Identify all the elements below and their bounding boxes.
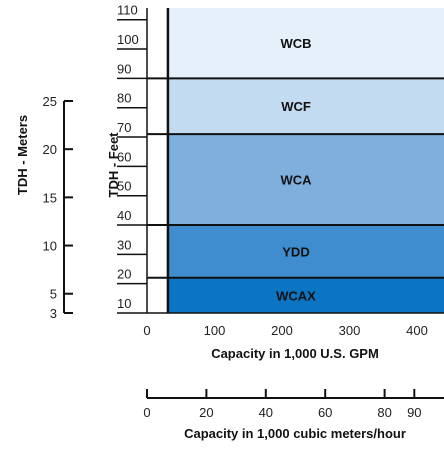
y-meters-tick-label: 10 <box>43 239 57 254</box>
x-primary-tick-label: 100 <box>204 323 226 338</box>
y-meters-tick-label: 25 <box>43 94 57 109</box>
y-feet-tick-label: 10 <box>117 296 131 311</box>
x-primary-tick-label: 300 <box>339 323 361 338</box>
x-secondary-tick-label: 20 <box>199 405 213 420</box>
x-primary-tick-label: 0 <box>143 323 150 338</box>
x-secondary-axis-title: Capacity in 1,000 cubic meters/hour <box>184 426 406 441</box>
y-feet-tick-label: 20 <box>117 267 131 282</box>
region-label-wcf: WCF <box>281 99 311 114</box>
regions-layer <box>167 8 444 313</box>
y-feet-tick-label: 50 <box>117 179 131 194</box>
region-ydd <box>167 225 444 278</box>
x-secondary-tick-label: 90 <box>407 405 421 420</box>
x-secondary-tick-label: 60 <box>318 405 332 420</box>
region-wcax <box>167 277 444 313</box>
region-label-wca: WCA <box>280 173 312 188</box>
region-boundaries <box>147 77 444 279</box>
axes-layer <box>63 8 444 399</box>
y-feet-tick-label: 60 <box>117 149 131 164</box>
x-primary-axis-title: Capacity in 1,000 U.S. GPM <box>211 346 379 361</box>
y-meters-tick-label: 20 <box>43 142 57 157</box>
y-meters-tick-label: 3 <box>50 306 57 321</box>
y-feet-tick-label: 30 <box>117 237 131 252</box>
y-meters-axis-title: TDH - Meters <box>15 115 30 195</box>
region-wcb <box>167 8 444 79</box>
x-primary-tick-label: 200 <box>271 323 293 338</box>
x-secondary-tick-label: 40 <box>259 405 273 420</box>
ticks-layer: 10 20 30 40 50 60 70 80 90 100 110 0 100 200 300 400 0 20… <box>43 3 428 420</box>
region-labels: WCB WCF WCA YDD WCAX <box>276 36 316 303</box>
region-label-wcb: WCB <box>280 36 311 51</box>
x-primary-tick-label: 400 <box>406 323 428 338</box>
y-feet-tick-label: 100 <box>117 32 139 47</box>
y-feet-tick-label: 90 <box>117 61 131 76</box>
y-feet-tick-label: 40 <box>117 208 131 223</box>
region-wcf <box>167 78 444 135</box>
region-wca <box>167 134 444 226</box>
y-meters-tick-label: 15 <box>43 190 57 205</box>
x-secondary-tick-label: 0 <box>143 405 150 420</box>
x-secondary-tick-label: 80 <box>377 405 391 420</box>
y-meters-tick-label: 5 <box>50 287 57 302</box>
y-feet-axis-title: TDH - Feet <box>106 132 121 198</box>
region-label-ydd: YDD <box>282 244 309 259</box>
y-feet-tick-label: 70 <box>117 120 131 135</box>
y-feet-tick-label: 110 <box>117 3 138 18</box>
y-feet-tick-label: 80 <box>117 91 131 106</box>
region-label-wcax: WCAX <box>276 288 316 303</box>
